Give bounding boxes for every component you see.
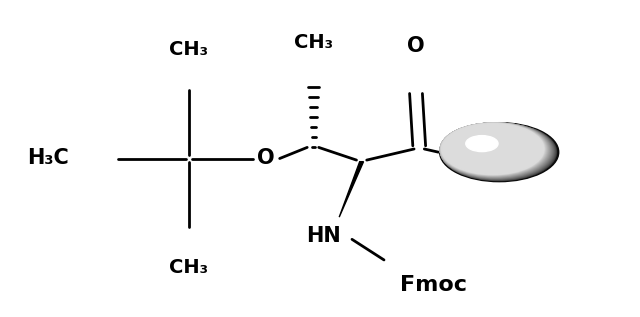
- Circle shape: [442, 124, 544, 174]
- Circle shape: [440, 123, 552, 178]
- Circle shape: [441, 123, 556, 180]
- Circle shape: [441, 123, 545, 175]
- Circle shape: [440, 123, 550, 177]
- Circle shape: [440, 123, 550, 178]
- Circle shape: [441, 123, 554, 179]
- Circle shape: [440, 123, 547, 176]
- Circle shape: [441, 123, 545, 175]
- Text: H₃C: H₃C: [27, 148, 69, 169]
- Circle shape: [440, 123, 547, 176]
- Circle shape: [440, 123, 547, 176]
- Text: O: O: [407, 36, 425, 56]
- Circle shape: [441, 123, 556, 180]
- Text: Fmoc: Fmoc: [400, 275, 467, 295]
- Circle shape: [440, 123, 547, 176]
- Circle shape: [441, 123, 554, 179]
- Circle shape: [442, 124, 544, 174]
- Circle shape: [441, 123, 553, 179]
- Circle shape: [466, 136, 498, 152]
- Circle shape: [440, 123, 552, 178]
- Circle shape: [442, 124, 544, 174]
- Circle shape: [441, 123, 554, 179]
- Circle shape: [440, 123, 547, 176]
- Circle shape: [474, 140, 495, 150]
- Circle shape: [440, 123, 546, 175]
- Circle shape: [440, 123, 548, 177]
- Circle shape: [440, 123, 548, 176]
- Circle shape: [441, 123, 545, 175]
- Circle shape: [440, 123, 548, 176]
- Circle shape: [440, 123, 551, 178]
- Circle shape: [440, 123, 549, 177]
- Circle shape: [440, 123, 548, 177]
- Circle shape: [442, 124, 543, 174]
- Circle shape: [440, 123, 553, 179]
- Circle shape: [440, 123, 551, 178]
- Text: CH₃: CH₃: [294, 33, 333, 52]
- Circle shape: [440, 123, 552, 178]
- Circle shape: [440, 123, 550, 178]
- Circle shape: [440, 123, 559, 182]
- Circle shape: [440, 123, 547, 176]
- Circle shape: [441, 123, 554, 179]
- Circle shape: [442, 124, 544, 174]
- Text: O: O: [257, 148, 275, 169]
- Circle shape: [441, 123, 546, 175]
- Text: CH₃: CH₃: [170, 258, 208, 277]
- Circle shape: [440, 123, 550, 177]
- Text: CH₃: CH₃: [170, 40, 208, 59]
- Circle shape: [441, 123, 555, 180]
- Circle shape: [442, 124, 556, 180]
- Circle shape: [441, 123, 545, 175]
- Circle shape: [442, 124, 556, 180]
- Polygon shape: [339, 162, 364, 217]
- Circle shape: [441, 123, 545, 175]
- Circle shape: [440, 123, 548, 177]
- Circle shape: [440, 123, 552, 178]
- Circle shape: [442, 124, 545, 175]
- Text: HN: HN: [306, 226, 340, 246]
- Circle shape: [441, 123, 545, 175]
- Circle shape: [442, 124, 557, 181]
- Circle shape: [441, 123, 546, 175]
- Circle shape: [440, 123, 549, 177]
